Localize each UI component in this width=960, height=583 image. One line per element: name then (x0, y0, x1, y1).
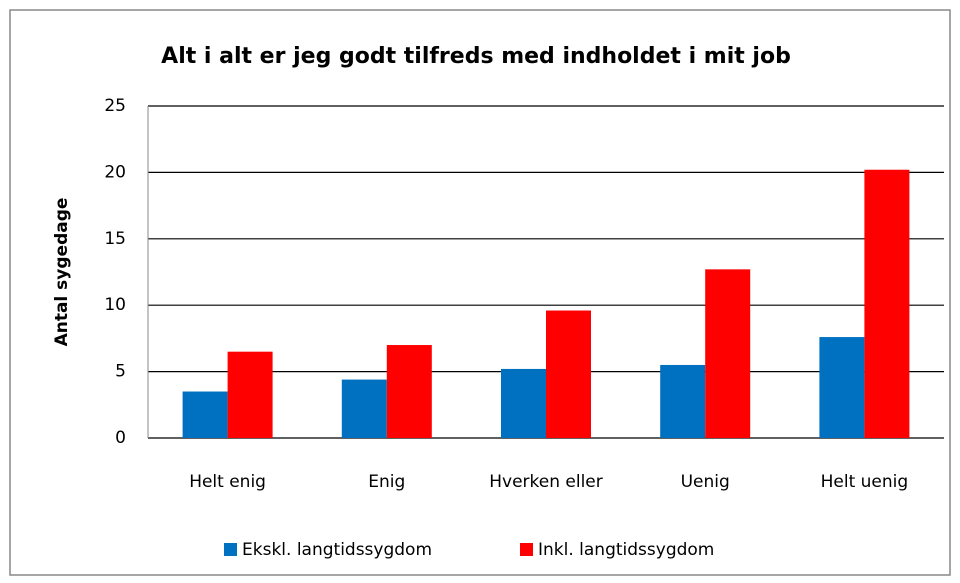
bar (864, 169, 910, 438)
bar (660, 364, 706, 438)
bar (386, 345, 432, 438)
bar (227, 351, 273, 438)
y-tick-label: 15 (104, 229, 126, 249)
x-tick-label: Helt enig (189, 472, 266, 492)
x-tick-label: Hverken eller (489, 472, 603, 492)
legend-label: Ekskl. langtidssygdom (242, 540, 432, 560)
x-tick-label: Enig (368, 472, 405, 492)
y-tick-label: 5 (115, 362, 126, 382)
y-tick-label: 20 (104, 162, 126, 182)
bar (546, 310, 591, 438)
legend-label: Inkl. langtidssygdom (538, 540, 714, 560)
x-tick-label: Helt uenig (821, 472, 909, 492)
bar (341, 379, 387, 438)
y-tick-label: 0 (115, 428, 126, 448)
bar (705, 269, 751, 438)
legend-swatch (224, 543, 237, 556)
y-tick-label: 10 (104, 295, 126, 315)
bar (182, 391, 228, 438)
bar (501, 368, 546, 438)
bar (819, 337, 865, 438)
legend-swatch (520, 543, 533, 556)
y-axis-label: Antal sygedage (52, 198, 72, 347)
chart-title: Alt i alt er jeg godt tilfreds med indho… (161, 44, 791, 69)
y-tick-label: 25 (104, 96, 126, 116)
chart-frame (9, 9, 951, 576)
x-tick-label: Uenig (681, 472, 730, 492)
